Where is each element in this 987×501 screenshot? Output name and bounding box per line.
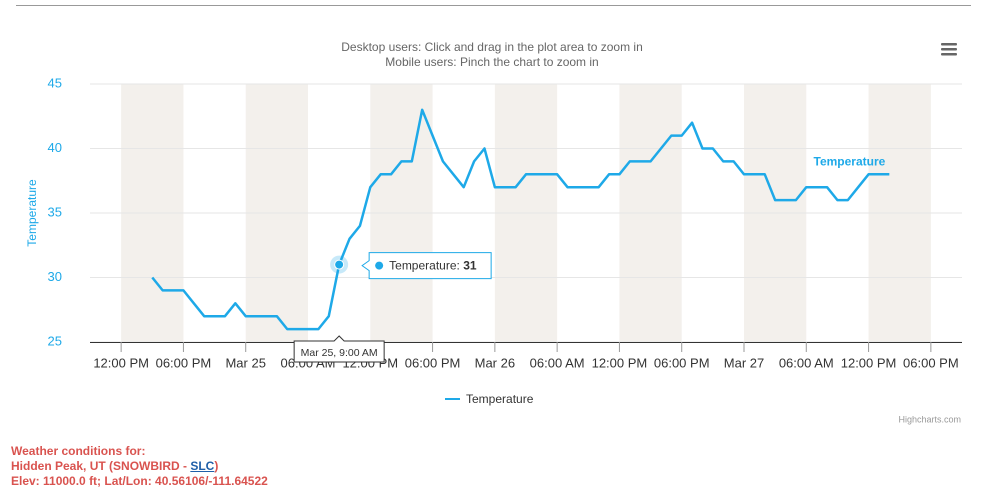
menu-button[interactable] (941, 43, 957, 56)
y-axis-title: Temperature (25, 179, 39, 247)
x-tick-label: 12:00 PM (592, 355, 648, 370)
x-tick-label: 12:00 PM (93, 355, 149, 370)
footer-line: Weather conditions for: (11, 444, 146, 458)
x-tick-label: 06:00 AM (530, 355, 585, 370)
station-link[interactable]: SLC (190, 459, 215, 473)
x-tick-label: Mar 26 (475, 355, 515, 370)
tooltip-label: Temperature: (389, 259, 460, 273)
x-tick-label: 06:00 PM (405, 355, 461, 370)
y-tick-label: 30 (48, 269, 62, 284)
x-tooltip-box (293, 335, 385, 363)
subtitle: Mobile users: Pinch the chart to zoom in (385, 55, 598, 69)
tooltip-text: Temperature: 31 (389, 259, 477, 273)
x-tick-label: 06:00 PM (156, 355, 212, 370)
tooltip-bullet (375, 261, 384, 270)
y-tick-label: 40 (48, 140, 62, 155)
x-tick-label: Mar 25 (225, 355, 265, 370)
subtitle: Desktop users: Click and drag in the plo… (341, 40, 643, 54)
x-tick-label: Mar 27 (724, 355, 764, 370)
y-tick-label: 25 (48, 333, 62, 348)
y-tick-label: 45 (48, 75, 62, 90)
tooltip-value: 31 (463, 259, 477, 273)
data-line (151, 108, 890, 331)
footer: Weather conditions for: Hidden Peak, UT … (11, 444, 268, 489)
credits[interactable]: Highcharts.com (898, 414, 961, 424)
hover-point (334, 259, 345, 270)
footer-line: Elev: 11000.0 ft; Lat/Lon: 40.56106/-111… (11, 474, 268, 488)
tooltip-box (361, 252, 492, 280)
footer-line: Hidden Peak, UT (SNOWBIRD - SLC) (11, 459, 268, 474)
footer-text: Hidden Peak, UT (SNOWBIRD - (11, 459, 191, 473)
chart: Desktop users: Click and drag in the plo… (16, 5, 971, 424)
y-tick-label: 35 (48, 204, 62, 219)
x-tooltip-text: Mar 25, 9:00 AM (301, 347, 378, 359)
x-tick-label: 06:00 PM (903, 355, 959, 370)
x-tick-label: 12:00 PM (841, 355, 897, 370)
x-tick-label: 06:00 AM (779, 355, 834, 370)
footer-text: ) (214, 459, 219, 473)
series-label: Temperature (814, 154, 886, 168)
x-tick-label: 06:00 PM (654, 355, 710, 370)
legend-label[interactable]: Temperature (466, 392, 534, 406)
